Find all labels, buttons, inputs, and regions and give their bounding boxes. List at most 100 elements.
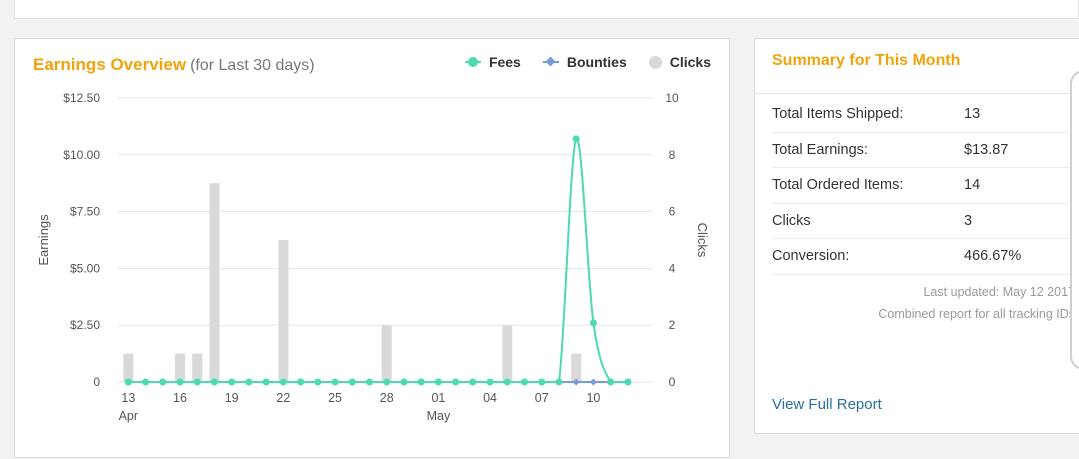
- x-tick-label: 01: [431, 391, 445, 405]
- clicks-bar: [502, 325, 513, 382]
- summary-value: 3: [964, 212, 973, 229]
- clicks-bar: [209, 183, 220, 382]
- fees-point: [624, 378, 632, 386]
- fees-point: [193, 378, 201, 386]
- fees-point: [279, 378, 287, 386]
- x-tick-label: 04: [483, 391, 497, 405]
- monthly-summary-panel: Summary for This Month Total Items Shipp…: [754, 38, 1079, 434]
- y-tick-label: $2.50: [70, 318, 100, 332]
- fees-point: [348, 378, 356, 386]
- fees-point: [365, 378, 373, 386]
- summary-label: Total Ordered Items:: [772, 177, 904, 194]
- fees-point: [159, 378, 167, 386]
- fees-point: [521, 378, 529, 386]
- earnings-title: Earnings Overview (for Last 30 days): [33, 55, 315, 75]
- fees-point: [452, 378, 460, 386]
- clicks-bar: [571, 353, 582, 382]
- summary-title: Summary for This Month: [772, 52, 961, 69]
- x-tick-label: 10: [586, 391, 600, 405]
- legend-clicks[interactable]: Clicks: [648, 54, 711, 70]
- summary-label: Conversion:: [772, 248, 850, 265]
- legend-clicks-label: Clicks: [669, 54, 711, 70]
- x-tick-label: 28: [380, 391, 394, 405]
- summary-label: Total Earnings:: [772, 141, 868, 158]
- side-panel-handle[interactable]: [1070, 70, 1079, 370]
- fees-point: [297, 378, 305, 386]
- fees-point: [331, 378, 339, 386]
- summary-label: Clicks: [772, 212, 811, 229]
- fees-point: [314, 378, 322, 386]
- fees-point: [503, 378, 511, 386]
- fees-point: [572, 135, 580, 143]
- bounties-legend-icon: [542, 57, 559, 67]
- fees-point: [538, 378, 546, 386]
- legend-bounties-label: Bounties: [566, 54, 627, 70]
- x-tick-label: 19: [225, 391, 239, 405]
- summary-row: Clicks 3: [772, 204, 1079, 239]
- y2-tick-label: 0: [669, 375, 676, 389]
- summary-value: 466.67%: [964, 248, 1022, 265]
- earnings-overview-panel: $12.50 10 $10.00 8 $7.50 6 $5.00 4 $2.50 2 0 0 Earni…: [14, 38, 730, 458]
- x-tick-sublabel: May: [427, 409, 451, 423]
- summary-table: Total Items Shipped: 13 Total Earnings: …: [772, 97, 1079, 275]
- y-tick-label: $7.50: [70, 205, 100, 219]
- fees-point: [228, 378, 236, 386]
- y-tick-label: $5.00: [70, 261, 100, 275]
- x-tick-label: 07: [535, 391, 549, 405]
- y2-tick-label: 2: [669, 318, 676, 332]
- summary-value: 14: [964, 177, 981, 194]
- earnings-title-text: Earnings Overview: [33, 55, 187, 74]
- summary-divider: [755, 93, 1079, 94]
- fees-point: [434, 378, 442, 386]
- fees-point: [417, 378, 425, 386]
- fees-point: [124, 378, 132, 386]
- summary-row: Total Earnings: $13.87: [772, 133, 1079, 168]
- fees-legend-icon: [464, 57, 481, 67]
- y2-axis-title: Clicks: [695, 223, 710, 258]
- y2-tick-label: 10: [665, 91, 679, 105]
- fees-point: [210, 378, 218, 386]
- clicks-legend-icon: [648, 55, 662, 69]
- x-tick-label: 25: [328, 391, 342, 405]
- y2-tick-label: 4: [669, 261, 676, 275]
- fees-point: [589, 319, 597, 327]
- clicks-bar: [381, 325, 392, 382]
- y2-tick-label: 6: [669, 205, 676, 219]
- fees-point: [400, 378, 408, 386]
- legend-fees-label: Fees: [488, 54, 521, 70]
- y-tick-label: $10.00: [63, 148, 100, 162]
- summary-row: Total Ordered Items: 14: [772, 168, 1079, 204]
- clicks-bar: [192, 353, 203, 382]
- summary-value: 13: [964, 106, 981, 123]
- chart-legend: Fees Bounties Clicks: [464, 54, 711, 70]
- earnings-chart: $12.50 10 $10.00 8 $7.50 6 $5.00 4 $2.50 2 0 0 Earni…: [36, 91, 710, 423]
- y-tick-label: $12.50: [63, 91, 100, 105]
- combined-report-note: Combined report for all tracking IDs: [878, 307, 1075, 321]
- top-panel: [14, 0, 1079, 19]
- x-tick-sublabel: Apr: [119, 409, 138, 423]
- x-tick-label: 16: [173, 391, 187, 405]
- bounties-point: [589, 378, 597, 386]
- y-axis-title: Earnings: [36, 214, 51, 266]
- summary-label: Total Items Shipped:: [772, 106, 904, 123]
- fees-line: [128, 137, 628, 383]
- x-tick-label: 13: [121, 391, 135, 405]
- fees-point: [607, 378, 615, 386]
- summary-value: $13.87: [964, 141, 1009, 158]
- fees-point: [142, 378, 150, 386]
- fees-point: [176, 378, 184, 386]
- legend-bounties[interactable]: Bounties: [542, 54, 627, 70]
- fees-point: [262, 378, 270, 386]
- last-updated-text: Last updated: May 12 2017: [923, 285, 1075, 299]
- fees-point: [555, 378, 563, 386]
- summary-row: Total Items Shipped: 13: [772, 97, 1079, 133]
- view-full-report-link[interactable]: View Full Report: [772, 396, 882, 413]
- legend-fees[interactable]: Fees: [464, 54, 521, 70]
- fees-point: [486, 378, 494, 386]
- y-tick-label: 0: [93, 375, 100, 389]
- fees-point: [469, 378, 477, 386]
- earnings-subtitle: (for Last 30 days): [190, 57, 315, 74]
- clicks-bar: [123, 353, 134, 382]
- fees-point: [245, 378, 253, 386]
- clicks-bar: [175, 353, 186, 382]
